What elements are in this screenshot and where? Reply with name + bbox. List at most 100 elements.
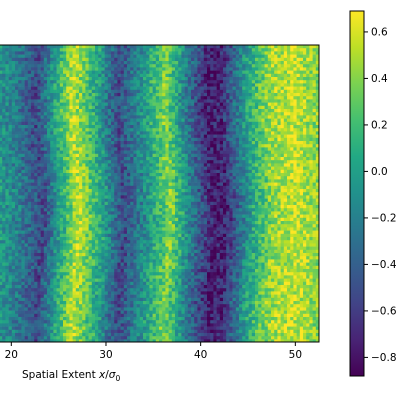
heatmap-cell	[31, 64, 35, 68]
heatmap-cell	[226, 137, 230, 142]
heatmap-cell	[85, 198, 89, 203]
heatmap-cell	[203, 137, 208, 142]
heatmap-cell	[152, 160, 157, 164]
heatmap-cell	[293, 48, 297, 52]
heatmap-cell	[194, 131, 198, 135]
heatmap-cell	[66, 121, 70, 126]
heatmap-cell	[168, 195, 173, 199]
heatmap-cell	[75, 192, 80, 196]
heatmap-cell	[47, 54, 51, 59]
heatmap-cell	[5, 192, 9, 196]
heatmap-cell	[143, 147, 147, 151]
heatmap-cell	[277, 176, 281, 180]
heatmap-cell	[245, 163, 249, 167]
heatmap-cell	[31, 73, 35, 78]
heatmap-cell	[229, 70, 233, 75]
heatmap-cell	[181, 112, 185, 116]
heatmap-cell	[290, 169, 294, 174]
heatmap-cell	[277, 64, 281, 68]
heatmap-cell	[178, 195, 182, 199]
heatmap-cell	[146, 163, 150, 167]
heatmap-cell	[277, 115, 281, 119]
heatmap-cell	[287, 67, 291, 71]
heatmap-cell	[117, 173, 121, 177]
heatmap-cell	[232, 67, 237, 71]
heatmap-cell	[255, 141, 259, 145]
heatmap-cell	[175, 160, 179, 164]
heatmap-cell	[261, 157, 265, 161]
heatmap-cell	[130, 70, 134, 75]
heatmap-cell	[104, 169, 109, 174]
heatmap-cell	[91, 131, 96, 135]
heatmap-cell	[72, 61, 77, 65]
heatmap-cell	[264, 96, 269, 100]
heatmap-cell	[219, 192, 224, 196]
heatmap-cell	[149, 131, 153, 135]
heatmap-cell	[264, 93, 269, 97]
heatmap-cell	[24, 201, 29, 206]
heatmap-cell	[239, 45, 243, 49]
heatmap-cell	[40, 51, 45, 55]
heatmap-cell	[242, 192, 246, 196]
heatmap-cell	[117, 176, 121, 180]
heatmap-cell	[168, 147, 173, 151]
heatmap-cell	[21, 115, 25, 119]
heatmap-cell	[95, 185, 99, 190]
heatmap-cell	[223, 182, 227, 187]
heatmap-cell	[200, 131, 205, 135]
heatmap-cell	[299, 160, 304, 164]
heatmap-cell	[168, 128, 173, 132]
heatmap-cell	[210, 173, 214, 177]
heatmap-cell	[226, 182, 230, 187]
heatmap-cell	[104, 57, 109, 62]
heatmap-cell	[133, 128, 137, 132]
heatmap-cell	[37, 115, 41, 119]
heatmap-cell	[50, 57, 54, 62]
heatmap-cell	[242, 179, 246, 183]
heatmap-cell	[56, 67, 61, 71]
heatmap-cell	[226, 131, 230, 135]
heatmap-cell	[277, 93, 281, 97]
heatmap-cell	[280, 57, 285, 62]
heatmap-cell	[283, 99, 288, 103]
heatmap-cell	[229, 48, 233, 52]
heatmap-cell	[2, 89, 6, 94]
heatmap-cell	[146, 99, 150, 103]
heatmap-cell	[149, 157, 153, 161]
heatmap-cell	[72, 137, 77, 142]
heatmap-cell	[187, 198, 192, 203]
heatmap-cell	[8, 128, 13, 132]
heatmap-cell	[146, 80, 150, 84]
heatmap-cell	[277, 128, 281, 132]
heatmap-cell	[248, 64, 253, 68]
heatmap-cell	[37, 198, 41, 203]
heatmap-cell	[143, 157, 147, 161]
heatmap-cell	[75, 67, 80, 71]
heatmap-cell	[232, 179, 237, 183]
heatmap-cell	[117, 96, 121, 100]
heatmap-cell	[8, 86, 13, 91]
heatmap-cell	[82, 144, 86, 148]
heatmap-cell	[280, 163, 285, 167]
heatmap-cell	[283, 176, 288, 180]
heatmap-cell	[239, 189, 243, 193]
heatmap-cell	[0, 144, 3, 148]
heatmap-cell	[120, 192, 125, 196]
heatmap-cell	[79, 64, 83, 68]
heatmap-cell	[146, 118, 150, 123]
heatmap-cell	[312, 96, 317, 100]
heatmap-cell	[159, 157, 163, 161]
heatmap-cell	[37, 144, 41, 148]
heatmap-cell	[191, 131, 195, 135]
heatmap-cell	[293, 109, 297, 113]
heatmap-cell	[184, 176, 189, 180]
heatmap-cell	[63, 77, 67, 81]
heatmap-cell	[277, 118, 281, 123]
heatmap-cell	[239, 141, 243, 145]
heatmap-cell	[123, 77, 128, 81]
heatmap-cell	[21, 182, 25, 187]
heatmap-cell	[171, 102, 176, 107]
heatmap-cell	[72, 105, 77, 110]
heatmap-cell	[130, 141, 134, 145]
heatmap-cell	[98, 125, 102, 129]
